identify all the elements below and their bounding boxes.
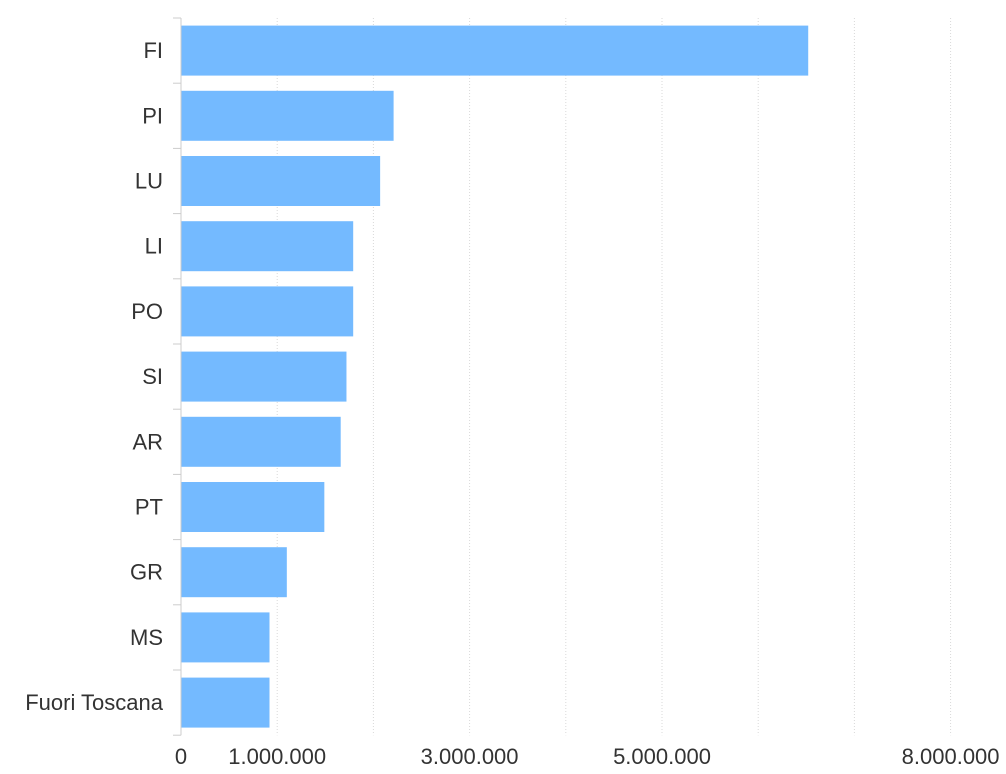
x-tick-label-1: 1.000.000 — [228, 744, 326, 769]
bar-ms[interactable] — [181, 612, 270, 663]
category-label-si: SI — [142, 364, 163, 389]
x-tick-label-4: 8.000.000 — [902, 744, 1000, 769]
bar-si[interactable] — [181, 351, 347, 402]
bar-fi[interactable] — [181, 25, 809, 76]
category-label-po: PO — [131, 299, 163, 324]
category-label-ar: AR — [132, 429, 163, 454]
category-label-fuori-toscana: Fuori Toscana — [25, 690, 164, 715]
x-tick-label-2: 3.000.000 — [421, 744, 519, 769]
bar-li[interactable] — [181, 221, 354, 272]
category-label-lu: LU — [135, 169, 163, 194]
category-label-li: LI — [145, 234, 163, 259]
grid-layer — [276, 18, 952, 736]
bar-fuori-toscana[interactable] — [181, 677, 270, 728]
labels-layer: FI PI LU LI PO SI AR PT GR MS Fuori Toscana 0 1.000.… — [25, 38, 999, 769]
bar-pi[interactable] — [181, 90, 394, 141]
category-label-ms: MS — [130, 625, 163, 650]
bar-ar[interactable] — [181, 416, 341, 467]
bar-po[interactable] — [181, 286, 354, 337]
x-tick-label-0: 0 — [175, 744, 187, 769]
category-label-pi: PI — [142, 103, 163, 128]
x-tick-label-3: 5.000.000 — [613, 744, 711, 769]
category-label-pt: PT — [135, 495, 163, 520]
category-label-fi: FI — [143, 38, 163, 63]
bar-lu[interactable] — [181, 156, 381, 206]
bar-pt[interactable] — [181, 482, 325, 532]
bars-layer — [181, 25, 809, 728]
category-label-gr: GR — [130, 560, 163, 585]
axis-layer — [173, 17, 182, 736]
bar-gr[interactable] — [181, 547, 287, 598]
